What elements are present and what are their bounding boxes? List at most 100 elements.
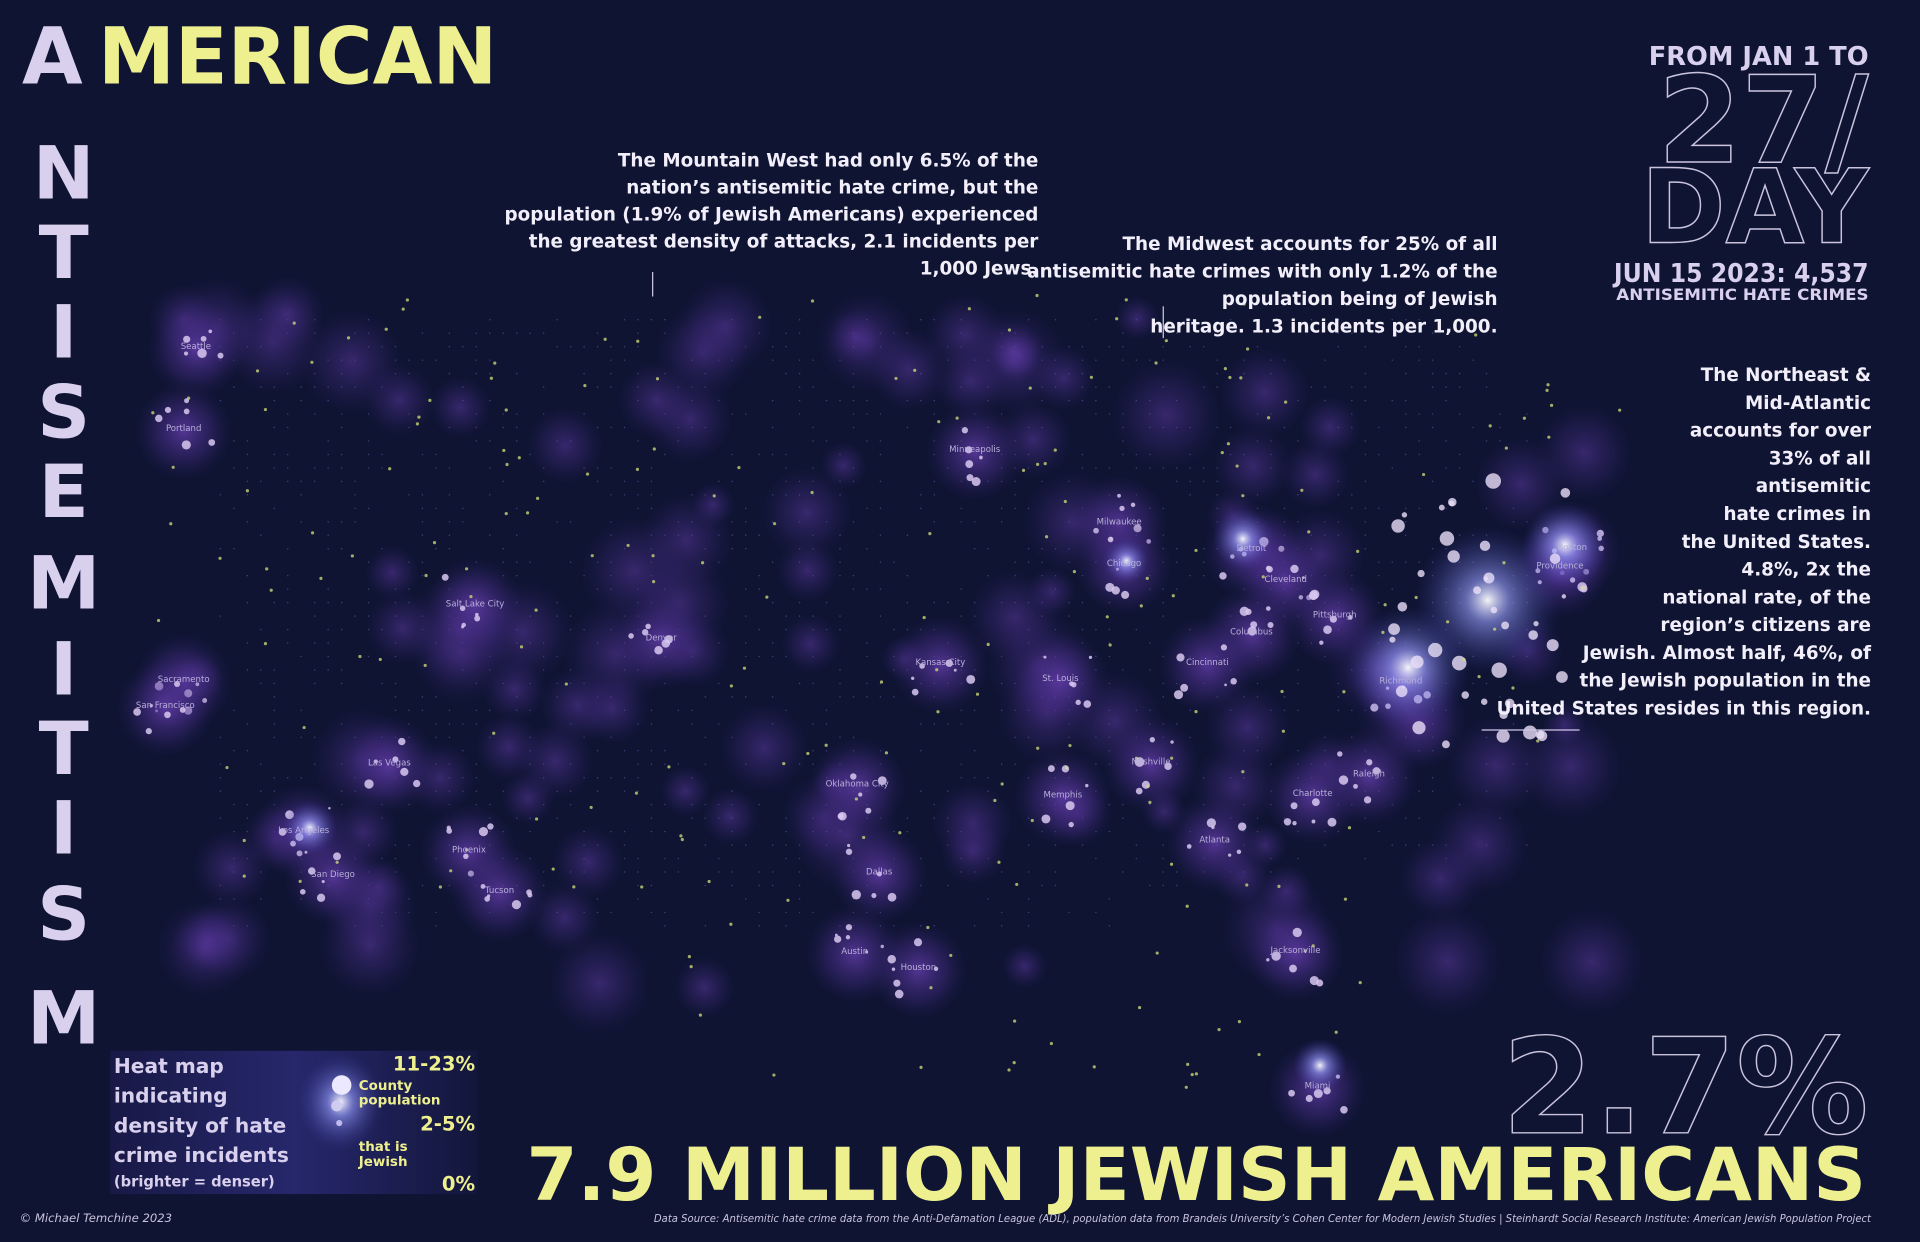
grid-dot bbox=[1216, 372, 1218, 375]
grid-dot bbox=[893, 561, 895, 563]
grid-dot bbox=[1324, 386, 1326, 388]
grid-dot bbox=[1418, 345, 1420, 348]
grid-dot bbox=[1418, 817, 1420, 819]
grid-dot bbox=[1176, 588, 1178, 590]
city-label: Boston bbox=[1557, 543, 1587, 553]
grid-dot bbox=[1364, 480, 1367, 483]
heat-blob bbox=[616, 360, 696, 440]
grid-dot bbox=[246, 750, 249, 752]
grid-dot bbox=[650, 884, 653, 887]
grid-dot bbox=[1351, 386, 1353, 388]
grid-dot bbox=[812, 359, 814, 361]
heat-blob bbox=[134, 382, 233, 481]
grid-dot bbox=[354, 615, 356, 617]
annotation-line: The Mountain West had only 6.5% of the bbox=[618, 151, 1038, 172]
county-dot bbox=[953, 668, 957, 672]
county-dot bbox=[1266, 958, 1270, 962]
grid-dot bbox=[1027, 911, 1030, 914]
grid-dot bbox=[744, 507, 747, 510]
heat-blob bbox=[825, 307, 885, 367]
grid-dot bbox=[367, 467, 370, 469]
yellow-dot bbox=[1013, 1019, 1017, 1023]
yellow-dot bbox=[517, 456, 521, 460]
grid-dot bbox=[718, 723, 720, 725]
grid-dot bbox=[1027, 844, 1030, 846]
yellow-dot bbox=[913, 368, 917, 372]
grid-dot bbox=[260, 790, 262, 792]
county-dot bbox=[933, 966, 939, 972]
city-label: Seattle bbox=[181, 342, 211, 352]
grid-dot bbox=[340, 628, 343, 631]
county-dot bbox=[392, 756, 399, 763]
grid-dot bbox=[435, 548, 437, 550]
county-dot bbox=[145, 728, 152, 735]
grid-dot bbox=[771, 359, 774, 361]
yellow-dot bbox=[1049, 1041, 1054, 1046]
grid-dot bbox=[489, 440, 491, 442]
grid-dot bbox=[327, 534, 329, 537]
grid-dot bbox=[1458, 413, 1461, 415]
grid-dot bbox=[1431, 359, 1434, 361]
grid-dot bbox=[623, 871, 626, 873]
grid-dot bbox=[771, 453, 774, 456]
grid-dot bbox=[1000, 521, 1003, 523]
grid-dot bbox=[246, 480, 249, 483]
grid-dot bbox=[1149, 884, 1151, 887]
grid-dot bbox=[771, 655, 774, 658]
county-dot bbox=[845, 848, 853, 855]
yellow-dot bbox=[346, 336, 351, 340]
yellow-dot bbox=[1462, 657, 1466, 662]
city-label: Portland bbox=[166, 424, 201, 434]
grid-dot bbox=[327, 467, 329, 469]
grid-dot bbox=[785, 453, 787, 456]
city-label: Memphis bbox=[1044, 790, 1083, 800]
yellow-dot bbox=[263, 407, 268, 412]
county-dot bbox=[1561, 594, 1567, 599]
county-dot bbox=[441, 573, 449, 581]
grid-dot bbox=[1122, 453, 1124, 456]
grid-dot bbox=[906, 574, 909, 577]
yellow-dot bbox=[1511, 686, 1515, 690]
legend-low: 0% bbox=[442, 1172, 475, 1195]
county-dot bbox=[865, 950, 869, 954]
grid-dot bbox=[812, 440, 814, 442]
grid-dot bbox=[340, 480, 343, 483]
annotation-line: the greatest density of attacks, 2.1 inc… bbox=[529, 232, 1039, 253]
grid-dot bbox=[327, 628, 329, 631]
county-dot bbox=[1292, 820, 1297, 826]
grid-dot bbox=[408, 709, 410, 712]
grid-dot bbox=[1108, 345, 1111, 348]
grid-dot bbox=[1095, 386, 1097, 388]
grid-dot bbox=[839, 696, 841, 698]
grid-dot bbox=[866, 413, 868, 415]
heat-blob bbox=[939, 817, 1007, 885]
grid-dot bbox=[650, 750, 653, 752]
yellow-dot bbox=[986, 642, 990, 647]
grid-dot bbox=[300, 655, 302, 658]
grid-dot bbox=[1378, 574, 1380, 577]
grid-dot bbox=[879, 534, 882, 537]
grid-dot bbox=[812, 426, 814, 429]
county-dot bbox=[400, 767, 409, 776]
grid-dot bbox=[1176, 561, 1178, 563]
grid-dot bbox=[408, 494, 410, 496]
county-dot bbox=[1340, 1106, 1348, 1114]
yellow-dot bbox=[928, 532, 932, 536]
county-dot bbox=[971, 477, 981, 487]
yellow-dot bbox=[1343, 897, 1348, 901]
heat-blob bbox=[1320, 727, 1418, 826]
county-dot bbox=[1121, 590, 1130, 599]
title: MERICAN bbox=[98, 11, 497, 102]
grid-dot bbox=[623, 480, 626, 483]
grid-dot bbox=[1404, 453, 1407, 456]
grid-dot bbox=[664, 830, 666, 833]
grid-dot bbox=[920, 319, 922, 321]
legend-jewish: Jewish bbox=[358, 1155, 408, 1170]
county-dot bbox=[1395, 685, 1408, 698]
grid-dot bbox=[1351, 332, 1353, 334]
grid-dot bbox=[502, 561, 504, 563]
county-dot bbox=[910, 676, 915, 680]
grid-dot bbox=[1189, 480, 1191, 483]
grid-dot bbox=[287, 480, 289, 483]
